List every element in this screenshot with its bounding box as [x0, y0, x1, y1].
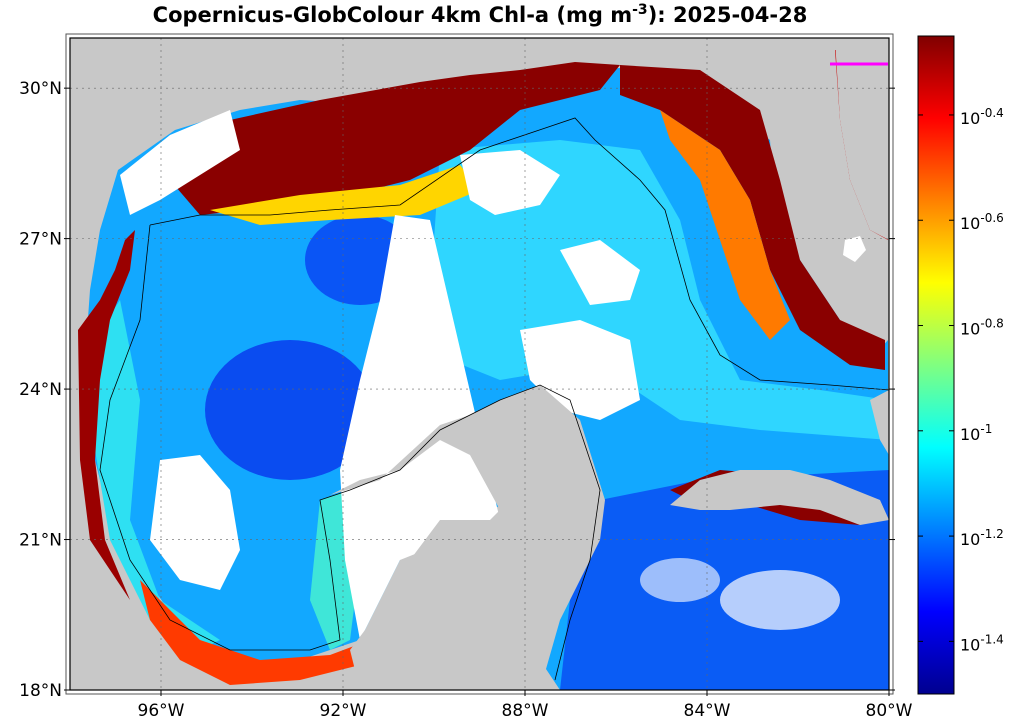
colorbar-tick-label: 10-0.6	[960, 211, 1004, 233]
cloud-gap-southwest	[640, 558, 720, 602]
florida-keys-land	[870, 390, 889, 455]
florida-peninsula-land	[815, 38, 889, 240]
title-exponent: -3	[632, 2, 648, 18]
caribbean-blue	[560, 470, 889, 690]
mexico-coast	[140, 580, 370, 685]
title-suffix: ): 2025-04-28	[647, 3, 808, 27]
colorbar-ticks: 10-0.4 10-0.6 10-0.8 10-1 10-1.2 10-1.4	[918, 106, 1004, 654]
shelf-contour	[99, 117, 889, 681]
shelf-yellow-band	[210, 165, 480, 225]
colorbar-tick-label: 10-1.4	[960, 632, 1004, 654]
cloud-gap-south	[720, 570, 840, 630]
colorbar-tick-label: 10-1	[960, 422, 992, 444]
lake-okeechobee	[843, 236, 866, 262]
texas-coast	[78, 230, 135, 600]
lon-tick-label: 88°W	[502, 701, 549, 721]
gyre-west	[205, 340, 375, 480]
colorbar-tick-label: 10-1.2	[960, 527, 1004, 549]
map-title: Copernicus-GlobColour 4km Chl-a (mg m-3)…	[0, 2, 960, 27]
colorbar-tick-label: 10-0.4	[960, 106, 1004, 128]
title-prefix: Copernicus-GlobColour 4km Chl-a (mg m	[152, 3, 633, 27]
florida-orange	[660, 110, 790, 340]
lat-tick-label: 18°N	[19, 681, 62, 701]
colorbar	[917, 35, 955, 695]
lon-tick-label: 92°W	[320, 701, 367, 721]
map-outer-frame	[65, 33, 894, 695]
ocean-layer	[78, 38, 889, 690]
lon-tick-label: 84°W	[684, 701, 731, 721]
cloud-gap-east	[560, 240, 640, 305]
lat-tick-label: 24°N	[19, 380, 62, 400]
cloud-gap-west	[150, 455, 240, 590]
florida-shelf	[620, 65, 885, 370]
lon-tick-label: 96°W	[138, 701, 185, 721]
lat-tick-label: 30°N	[19, 79, 62, 99]
cloud-gap-north	[460, 150, 560, 215]
western-shelf-cyan	[95, 300, 220, 650]
cuba-land	[670, 470, 889, 525]
louisiana-shelf	[170, 62, 620, 215]
lat-tick-label: 21°N	[19, 531, 62, 551]
lon-tick-label: 80°W	[866, 701, 913, 721]
map-frame	[69, 37, 890, 691]
lat-tick-label: 27°N	[19, 230, 62, 250]
latitude-ticks: 18°N 21°N 24°N 27°N 30°N	[19, 79, 895, 701]
colorbar-tick-label: 10-0.8	[960, 317, 1004, 339]
longitude-ticks: 96°W 92°W 88°W 84°W 80°W	[138, 690, 913, 721]
yucatan-land	[330, 385, 605, 690]
cloud-gap-northwest	[120, 110, 240, 215]
